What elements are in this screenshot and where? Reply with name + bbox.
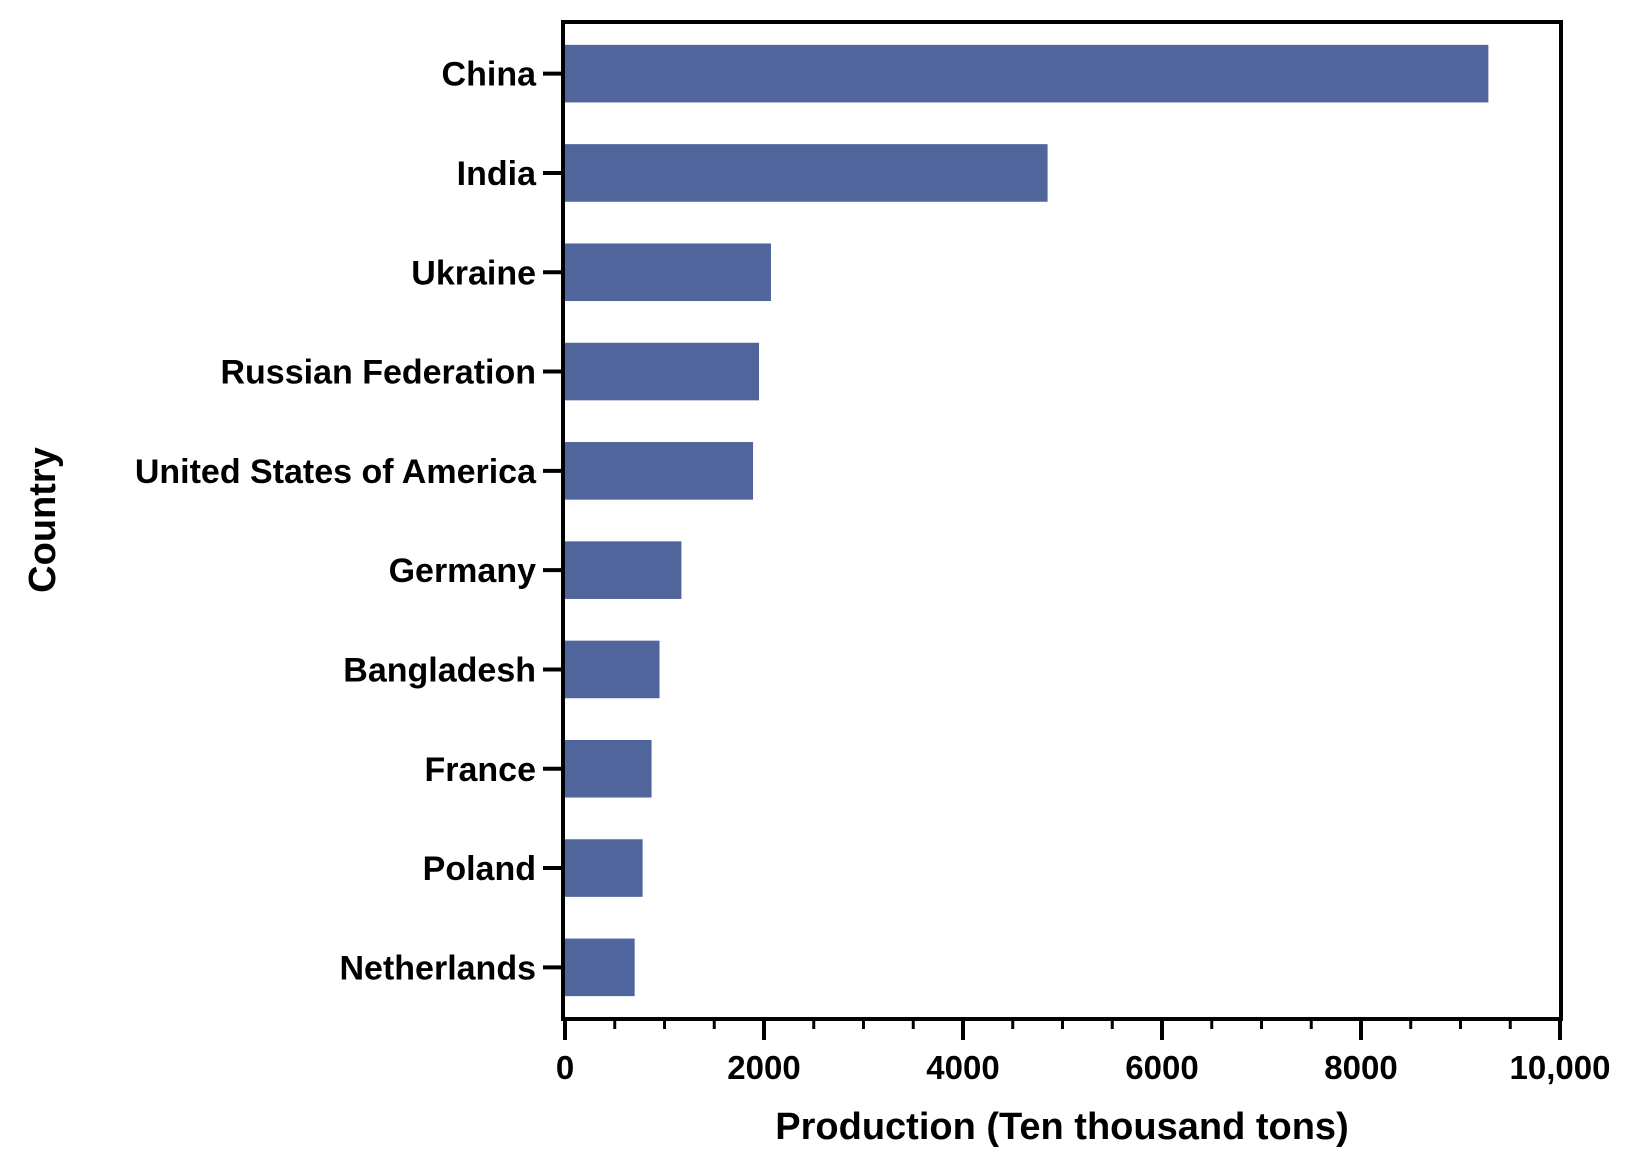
bar-ukraine xyxy=(565,243,771,302)
y-tick-label: Germany xyxy=(389,552,536,590)
bar-poland xyxy=(565,839,643,897)
x-tick-label: 0 xyxy=(556,1049,574,1086)
bar-india xyxy=(565,144,1048,202)
y-tick-label: United States of America xyxy=(135,453,537,491)
bar-netherlands xyxy=(565,938,635,997)
plot-frame xyxy=(561,20,1563,1021)
bars-group xyxy=(565,44,1489,997)
bar-china xyxy=(565,44,1489,103)
y-tick-label: France xyxy=(425,751,537,789)
y-tick-label: China xyxy=(442,56,538,94)
bar-germany xyxy=(565,541,682,599)
y-tick-label: India xyxy=(457,155,537,193)
x-tick-label: 4000 xyxy=(926,1049,999,1086)
y-tick-label: Poland xyxy=(423,850,536,888)
x-axis-label: Production (Ten thousand tons) xyxy=(775,1106,1348,1148)
bar-russian-federation xyxy=(565,342,760,401)
y-axis: China India Ukraine Russian Federation Unite… xyxy=(135,56,565,987)
x-axis: 0 2000 4000 6000 8000 10,000 xyxy=(556,1017,1611,1086)
y-tick-label: Ukraine xyxy=(411,254,536,292)
x-tick-label: 2000 xyxy=(727,1049,800,1086)
bar-bangladesh xyxy=(565,640,660,699)
x-tick-label: 10,000 xyxy=(1510,1049,1611,1086)
y-tick-label: Netherlands xyxy=(340,949,537,987)
x-tick-label: 6000 xyxy=(1125,1049,1198,1086)
bar-united-states-of-america xyxy=(565,442,754,500)
x-tick-label: 8000 xyxy=(1324,1049,1397,1086)
y-axis-label: Country xyxy=(22,447,64,593)
y-tick-label: Russian Federation xyxy=(220,354,536,392)
y-tick-label: Bangladesh xyxy=(343,651,536,689)
bar-france xyxy=(565,739,652,798)
